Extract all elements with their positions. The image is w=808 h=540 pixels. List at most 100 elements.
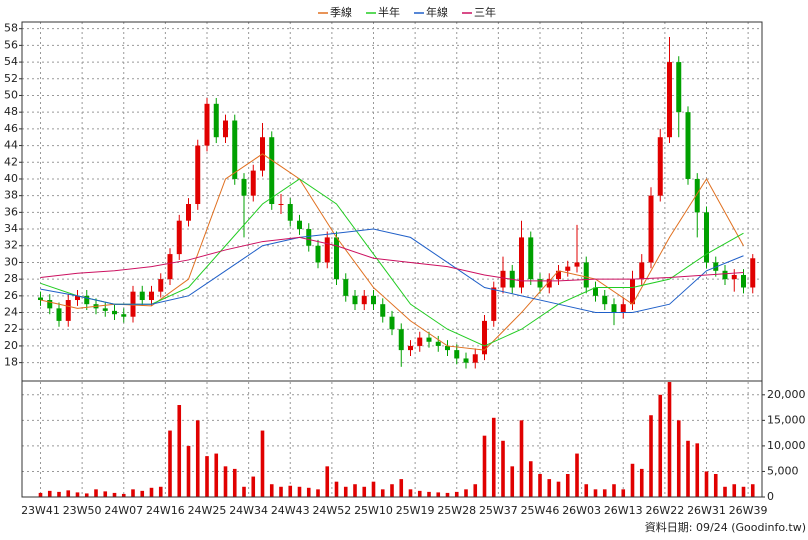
volume-bar: [565, 474, 570, 497]
volume-bar: [482, 435, 487, 497]
y-tick-label: 5,000: [767, 464, 799, 477]
x-tick-label: 25W46: [521, 504, 560, 517]
volume-bar: [519, 420, 524, 497]
candle-body: [556, 270, 561, 280]
candle-body: [278, 204, 284, 206]
volume-bar: [334, 481, 339, 497]
candles: [38, 37, 756, 369]
y-tick-label: 54: [4, 55, 18, 68]
candle-body: [389, 316, 395, 330]
candle-body: [593, 287, 598, 296]
candle-body: [408, 345, 413, 351]
volume-bar: [436, 492, 441, 497]
volume-bar: [686, 440, 690, 497]
x-tick-label: 25W28: [437, 504, 476, 517]
candle-body: [361, 295, 367, 305]
candle-body: [667, 62, 672, 138]
candle-body: [528, 237, 534, 280]
volume-bar: [602, 489, 607, 497]
volume-bar: [131, 489, 135, 497]
volume-bar: [741, 486, 746, 497]
volume-bar: [538, 474, 542, 497]
volume-bar: [140, 490, 145, 497]
candle-body: [685, 112, 691, 179]
y-tick-label: 32: [4, 239, 18, 252]
y-tick-label: 48: [4, 105, 18, 118]
volume-bar: [195, 420, 200, 497]
candle-body: [75, 295, 80, 301]
volume-bar: [732, 484, 737, 497]
volume-bar: [269, 484, 274, 497]
candle-body: [250, 170, 256, 196]
candle-body: [102, 308, 108, 311]
x-tick-label: 26W03: [562, 504, 601, 517]
volume-bar: [279, 486, 283, 497]
volume-bar: [297, 486, 302, 497]
candle-body: [435, 341, 441, 346]
volume-bar: [214, 453, 219, 497]
volume-bar: [75, 492, 80, 497]
candle-body: [454, 350, 460, 359]
volume-bar: [251, 476, 256, 497]
candle-body: [463, 358, 469, 363]
y-tick-label: 26: [4, 289, 18, 302]
footer: 資料日期: 09/24 (Goodinfo.tw): [645, 520, 806, 534]
candle-body: [158, 279, 164, 292]
volume-bar: [575, 453, 579, 497]
y-tick-label: 0: [767, 490, 774, 503]
candle-body: [223, 120, 228, 138]
volume-bar: [306, 487, 311, 497]
y-tick-label: 58: [4, 22, 18, 35]
volume-bar: [325, 466, 330, 497]
volume-bar: [528, 461, 533, 497]
volume-bar: [288, 485, 293, 497]
y-tick-label: 20: [4, 339, 18, 352]
x-tick-label: 26W22: [645, 504, 684, 517]
candle-body: [204, 103, 210, 146]
volume-bar: [501, 440, 505, 497]
candle-body: [491, 287, 497, 321]
volume-bar: [491, 417, 496, 497]
candle-body: [565, 266, 571, 271]
volume-bar: [66, 490, 71, 497]
volume-bar: [704, 471, 709, 497]
candle-body: [352, 295, 358, 305]
volume-bar: [639, 468, 644, 497]
volume-bar: [121, 493, 126, 497]
candle-body: [398, 329, 404, 351]
volume-bar: [713, 474, 718, 497]
legend-label: 季線: [330, 5, 352, 19]
candle-body: [297, 220, 302, 230]
candle-body: [472, 354, 478, 363]
volume-bar: [630, 463, 635, 497]
candle-body: [722, 270, 728, 280]
y-tick-label: 20,000: [767, 388, 806, 401]
candle-body: [47, 300, 53, 309]
candle-body: [232, 120, 238, 179]
y-tick-label: 15,000: [767, 413, 806, 426]
candle-body: [611, 304, 617, 313]
candle-body: [741, 274, 746, 288]
volume-bar: [621, 489, 626, 497]
legend-label: 年線: [426, 5, 448, 19]
y-tick-label: 56: [4, 38, 18, 51]
candle-body: [167, 254, 173, 280]
candle-body: [630, 279, 635, 305]
volume-bar: [417, 490, 422, 497]
candle-body: [426, 337, 432, 342]
candle-body: [306, 229, 312, 246]
candle-body: [731, 274, 737, 280]
volume-bar: [427, 491, 431, 497]
y-tick-label: 52: [4, 72, 18, 85]
x-tick-label: 24W16: [146, 504, 185, 517]
y-tick-label: 24: [4, 306, 18, 319]
y-tick-label: 42: [4, 155, 18, 168]
volume-bar: [676, 420, 681, 497]
volume-bar: [84, 493, 89, 497]
candle-body: [657, 137, 663, 196]
volume-bar: [149, 487, 154, 497]
x-tick-label: 26W31: [687, 504, 726, 517]
legend-label: 半年: [378, 5, 400, 19]
x-tick-label: 24W34: [229, 504, 268, 517]
